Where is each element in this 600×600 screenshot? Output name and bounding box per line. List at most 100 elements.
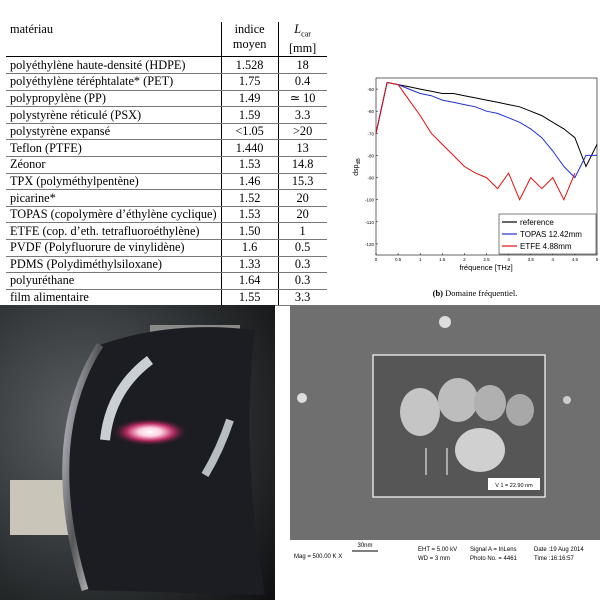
y-tick-label: -80 (367, 153, 374, 158)
sem-blob (506, 394, 534, 426)
table-cell: polystyrène expansé (6, 123, 222, 141)
sem-info-bar (290, 540, 600, 570)
sem-text: Photo No. = 4461 (470, 556, 518, 562)
x-tick-label: 2 (463, 257, 466, 262)
sem-text: Time :16:16:57 (534, 556, 574, 562)
header-text: matériau (10, 22, 54, 36)
y-tick-label: -100 (365, 198, 375, 203)
table-cell: polyéthylène téréphtalate* (PET) (6, 73, 222, 91)
x-tick-label: 1.5 (439, 257, 446, 262)
photo-object (10, 480, 70, 535)
table-cell: 13 (278, 139, 327, 158)
y-tick-label: -90 (367, 176, 374, 181)
table-row: picarine* 1.52 20 (6, 189, 327, 207)
table-cell: ≃ 10 (278, 90, 327, 108)
header-subscript: car (301, 29, 311, 39)
material-table: matériau indice moyen Lcar [mm] polyéthylè… (6, 22, 327, 307)
sem-blob (474, 385, 506, 421)
legend-label: reference (520, 218, 554, 227)
header-cell: Lcar [mm] (278, 22, 327, 58)
table-cell: 1.528 (220, 56, 279, 75)
table-row: polystyrène réticulé (PSX) 1.59 3.3 (6, 106, 327, 124)
photo-disk-edge (62, 343, 103, 592)
table-cell: 3.3 (278, 289, 327, 307)
table-cell: 3.3 (278, 106, 327, 124)
table-cell: TPX (polyméthylpentène) (6, 173, 222, 191)
table-cell: polystyrène réticulé (PSX) (6, 106, 222, 124)
sem-blob (438, 378, 478, 422)
x-tick-label: 2.5 (483, 257, 490, 262)
y-tick-label: -110 (365, 220, 374, 225)
photo-reflection (201, 418, 234, 478)
sem-measure: V 1 = 22.90 nm (495, 483, 533, 489)
header-cell: matériau (6, 22, 222, 58)
photo-spot (112, 418, 188, 446)
header-text: moyen (232, 37, 267, 51)
table-cell: 1.49 (220, 90, 279, 108)
table-cell: 14.8 (278, 156, 327, 174)
table-cell: 20 (278, 189, 327, 207)
sem-inset (372, 354, 546, 498)
table-cell: 1 (278, 222, 327, 240)
series-line (375, 81, 597, 179)
table-cell: TOPAS (copolymère d’éthylène cyclique) (6, 206, 222, 224)
x-tick-label: 4.5 (572, 257, 579, 262)
x-axis-label: fréquence [THz] (459, 263, 512, 272)
table-cell: <1.05 (220, 123, 279, 141)
sem-blob (455, 428, 505, 472)
y-tick-label: -60 (367, 109, 374, 114)
table-cell: Zéonor (6, 156, 222, 174)
x-tick-label: 3.5 (528, 257, 535, 262)
table-cell: 0.5 (278, 239, 327, 257)
header-row: matériau indice moyen Lcar [mm] (6, 22, 327, 58)
x-tick-label: 3 (507, 257, 510, 262)
y-axis-label: dspdB (353, 158, 362, 176)
table-cell: 1.64 (220, 272, 279, 290)
table-cell: 1.53 (220, 206, 279, 224)
table-row: TPX (polyméthylpentène) 1.46 15.3 (6, 173, 327, 191)
x-tick-label: 0 (375, 257, 378, 262)
sem-text: Signal A = InLens (470, 547, 517, 553)
table-cell: 1.50 (220, 222, 279, 240)
table-cell: polyéthylène haute-densité (HDPE) (6, 56, 222, 75)
y-tick-label: -70 (367, 131, 374, 136)
series-line (375, 81, 576, 201)
photo-disk (65, 327, 265, 595)
legend-label: TOPAS 12.42mm (520, 230, 582, 239)
table-cell: 0.3 (278, 272, 327, 290)
table-row: polyuréthane 1.64 0.3 (6, 272, 327, 290)
sem-text: Mag = 500.00 K X (294, 554, 342, 560)
table-cell: 0.4 (278, 73, 327, 91)
table-cell: polypropylène (PP) (6, 90, 222, 108)
x-tick-label: 5 (596, 257, 599, 262)
header-symbol: L (294, 22, 302, 36)
table-cell: 1.53 (220, 156, 279, 174)
table-row: Teflon (PTFE) 1.440 13 (6, 139, 327, 158)
sem-blob (400, 388, 440, 436)
sem-particle (439, 316, 451, 328)
table-row: polyéthylène téréphtalate* (PET) 1.75 0.4 (6, 73, 327, 91)
table-cell: 1.52 (220, 189, 279, 207)
table-cell: ETFE (cop. d’eth. tetrafluoroéthylène) (6, 222, 222, 240)
table-cell: 1.6 (220, 239, 279, 257)
table-cell: 1.46 (220, 173, 279, 191)
table-cell: 18 (278, 56, 327, 75)
table-row: polypropylène (PP) 1.49 ≃ 10 (6, 90, 327, 108)
caption-text: Domaine fréquentiel. (445, 288, 517, 298)
table-cell: polyuréthane (6, 272, 222, 290)
sem-label-box (488, 478, 540, 490)
table-cell: picarine* (6, 189, 222, 207)
legend-label: ETFE 4.88mm (520, 242, 572, 251)
table-row: ETFE (cop. d’eth. tetrafluoroéthylène) 1.… (6, 222, 327, 240)
table-cell: 1.33 (220, 256, 279, 274)
y-axis-label-main: dsp (353, 164, 360, 175)
table-cell: 20 (278, 206, 327, 224)
sem-particle (563, 396, 571, 404)
header-text: indice (234, 22, 265, 36)
y-tick-label: -50 (367, 87, 374, 92)
sem-text: Date :19 Aug 2014 (534, 547, 584, 553)
table-cell: 1.75 (220, 73, 279, 91)
table-row: TOPAS (copolymère d’éthylène cyclique) 1.… (6, 206, 327, 224)
